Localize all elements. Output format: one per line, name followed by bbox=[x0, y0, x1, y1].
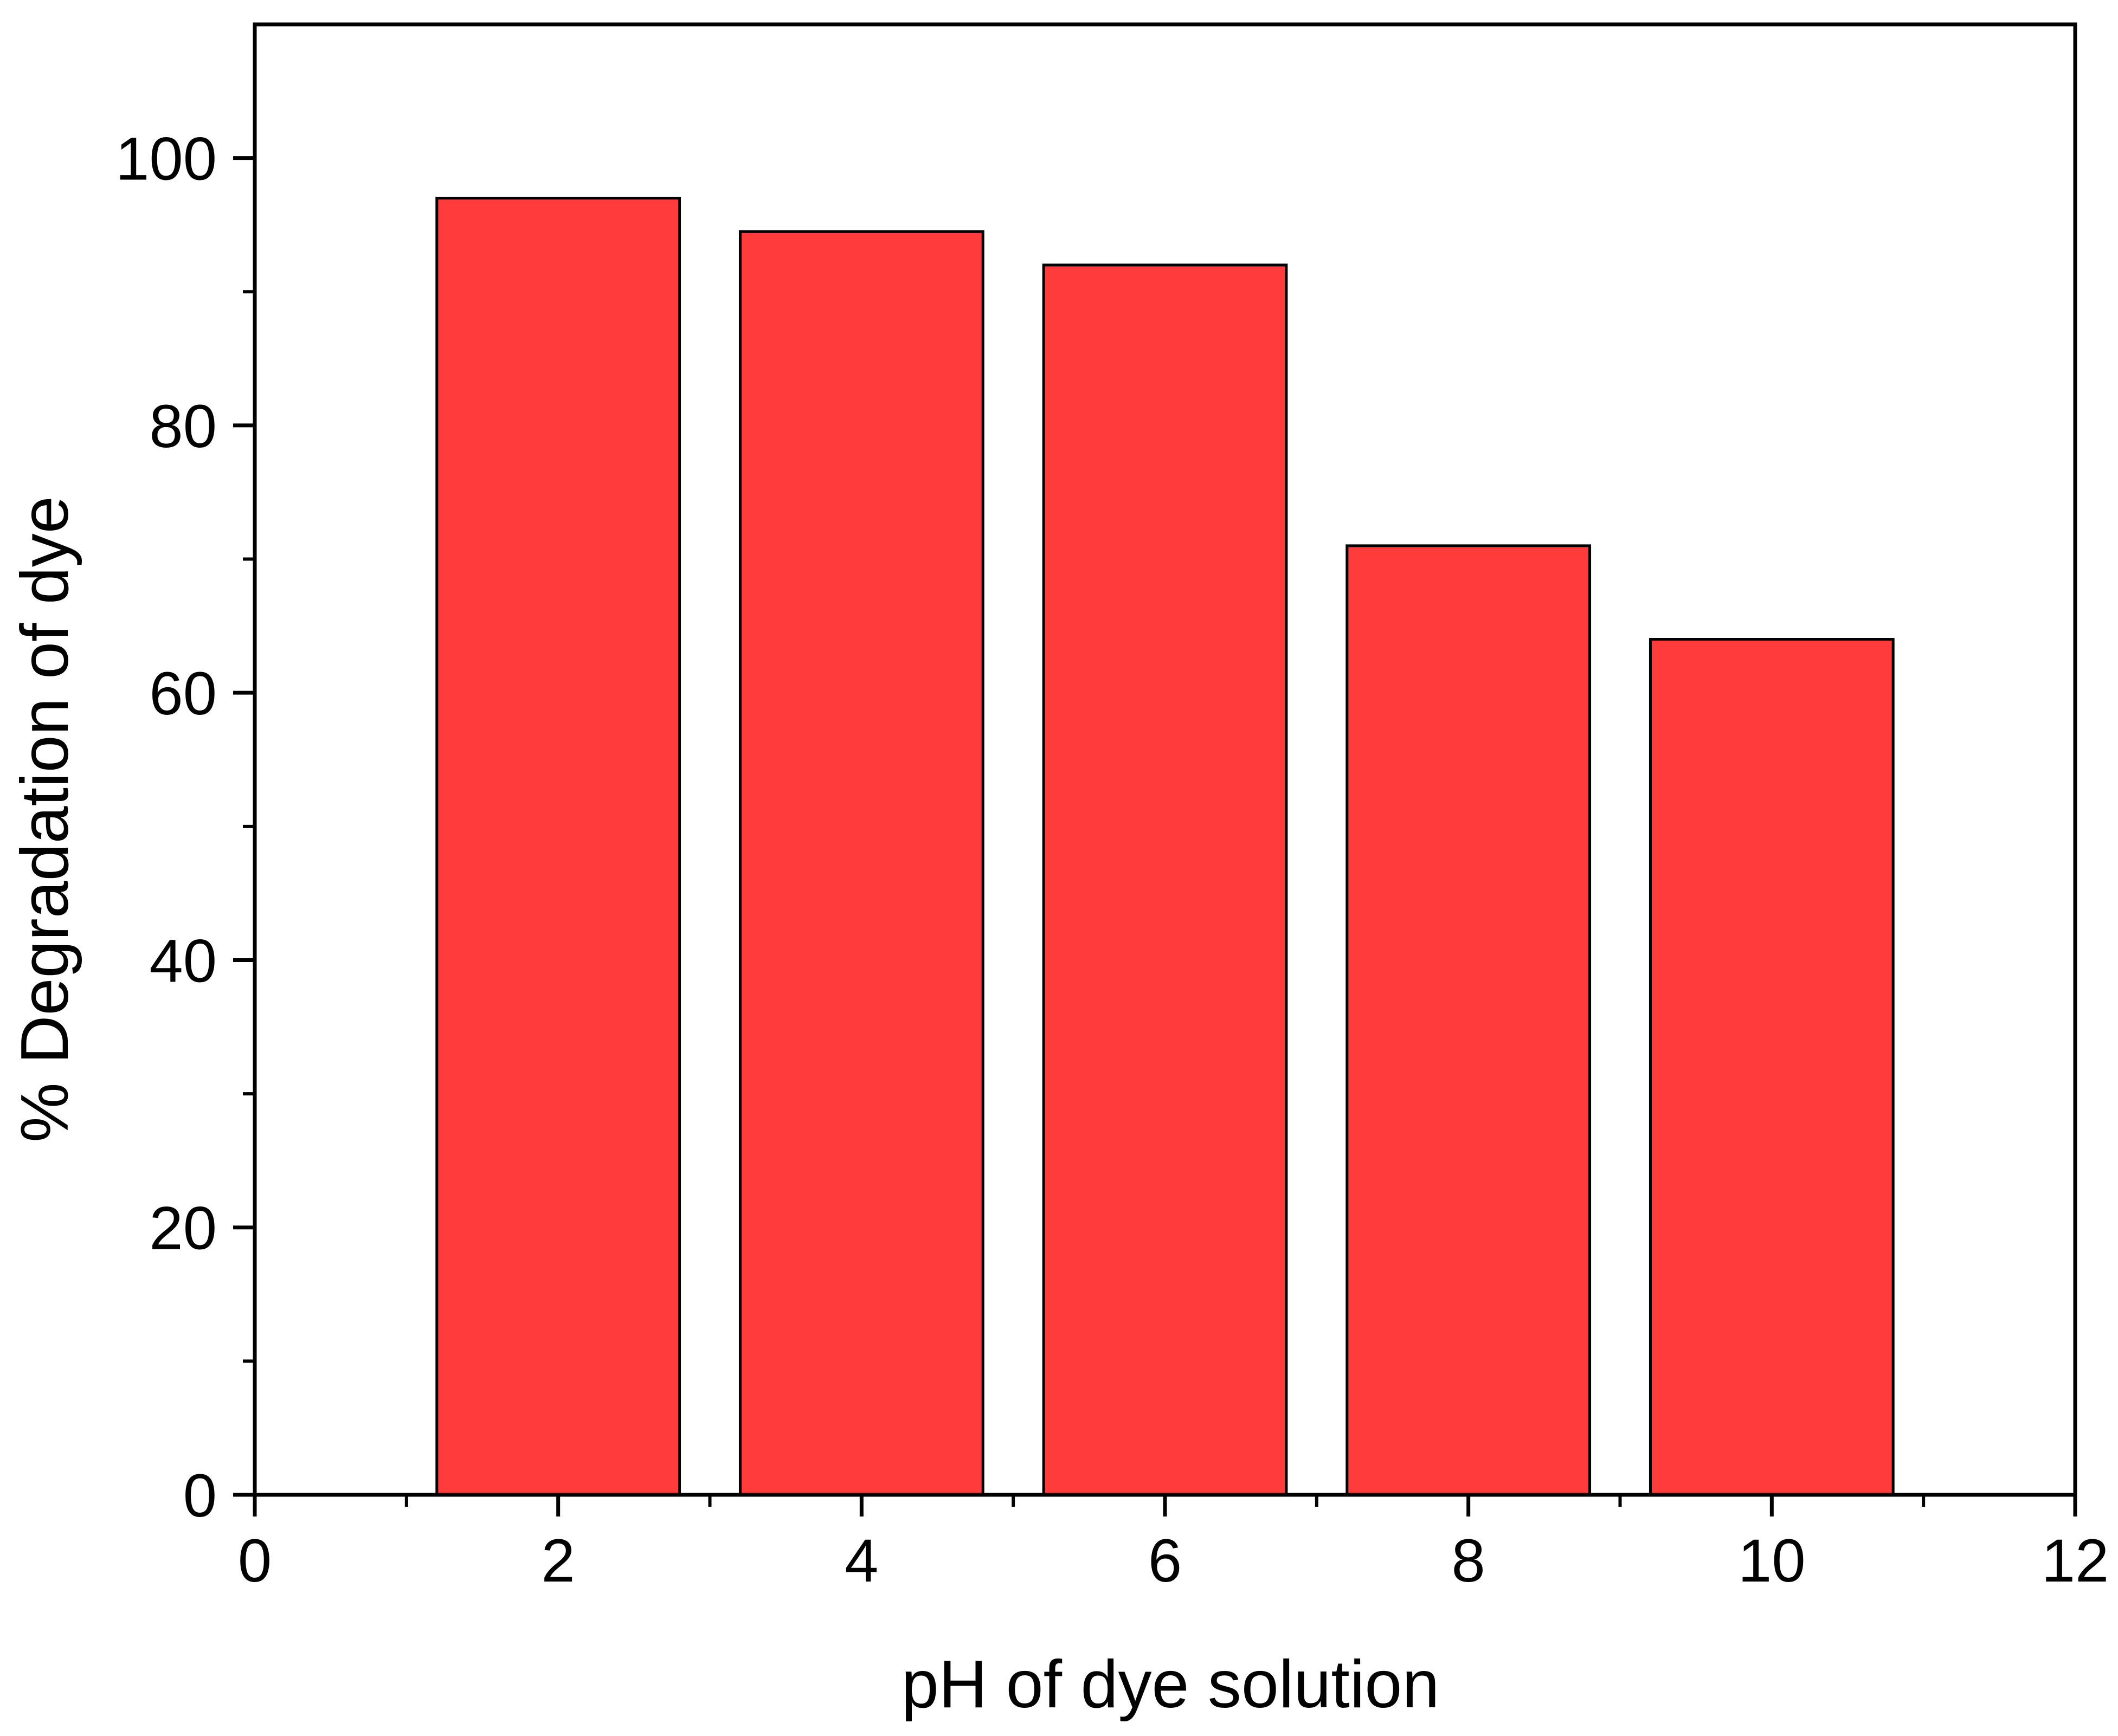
bars-layer bbox=[435, 197, 1895, 1496]
tick-labels-layer: 0 2 4 6 8 10 12 0 20 40 60 80 100 bbox=[115, 125, 2109, 1595]
x-tick-label: 10 bbox=[1738, 1527, 1806, 1595]
y-tick-label: 80 bbox=[149, 392, 217, 460]
bar-ph-2 bbox=[435, 197, 681, 1496]
y-tick-label: 100 bbox=[115, 125, 217, 193]
bar-ph-8 bbox=[1346, 544, 1592, 1496]
ticks-layer bbox=[233, 156, 2077, 1516]
plot-frame bbox=[253, 22, 2077, 1497]
x-tick-label: 2 bbox=[542, 1527, 575, 1595]
x-tick-label: 4 bbox=[845, 1527, 878, 1595]
y-tick-label: 0 bbox=[183, 1462, 217, 1530]
x-tick-label: 12 bbox=[2042, 1527, 2109, 1595]
x-tick-label: 8 bbox=[1452, 1527, 1485, 1595]
x-axis-title: pH of dye solution bbox=[902, 1647, 1440, 1722]
x-tick-label: 0 bbox=[238, 1527, 272, 1595]
bar-ph-10 bbox=[1649, 638, 1895, 1496]
bar-ph-4 bbox=[738, 230, 984, 1496]
y-tick-label: 40 bbox=[149, 927, 217, 995]
bar-ph-6 bbox=[1042, 263, 1288, 1496]
y-axis-title: % Degradation of dye bbox=[8, 496, 82, 1143]
y-tick-label: 20 bbox=[149, 1195, 217, 1262]
x-tick-label: 6 bbox=[1148, 1527, 1182, 1595]
y-tick-label: 60 bbox=[149, 660, 217, 727]
